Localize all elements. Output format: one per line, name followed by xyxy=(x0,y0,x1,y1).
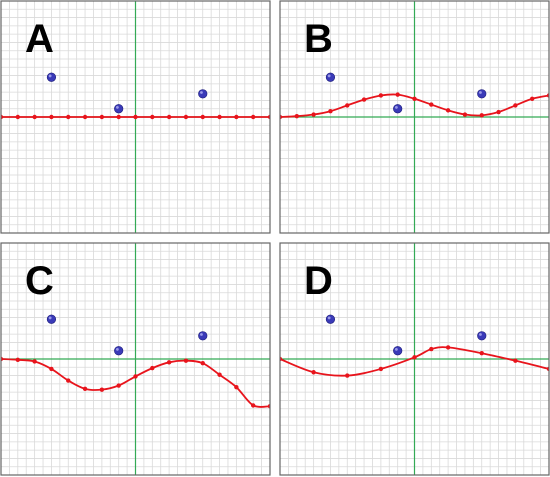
curve-sample-point xyxy=(529,96,535,101)
curve-sample-point xyxy=(445,345,451,350)
data-point-highlight xyxy=(479,91,482,94)
panel-frame xyxy=(279,242,550,476)
curve-sample-point xyxy=(361,97,367,102)
data-point-highlight xyxy=(115,106,119,109)
curve-sample-point xyxy=(328,109,333,114)
curve-sample-point xyxy=(234,384,239,390)
curve-sample-point xyxy=(479,113,484,118)
curve-sample-point xyxy=(311,112,316,117)
data-point-highlight xyxy=(200,91,203,94)
panel-label: D xyxy=(304,259,333,303)
curve-sample-point xyxy=(496,109,501,115)
curve-sample-point xyxy=(116,383,121,388)
curve-sample-point xyxy=(311,370,316,375)
curve-sample-point xyxy=(345,103,350,108)
curve-sample-point xyxy=(49,366,54,372)
data-point xyxy=(393,346,403,356)
panel-label: C xyxy=(25,259,54,303)
panel-b: B xyxy=(279,0,550,234)
fitted-curve xyxy=(280,346,549,377)
curve-sample-point xyxy=(429,102,434,107)
curve-sample-point xyxy=(32,114,37,120)
curve-sample-point xyxy=(183,358,189,363)
panel-c: C xyxy=(0,242,271,476)
curve-sample-point xyxy=(66,114,71,120)
curve-sample-point xyxy=(217,372,222,377)
curve-sample-point xyxy=(200,360,205,366)
curve-sample-point xyxy=(183,114,189,120)
curve-sample-point xyxy=(133,114,138,120)
data-point-highlight xyxy=(394,348,398,351)
curve-sample-point xyxy=(82,114,88,120)
panel-frame xyxy=(0,242,271,476)
data-point xyxy=(198,89,208,99)
curve-sample-point xyxy=(99,114,105,120)
data-point-highlight xyxy=(327,74,331,78)
data-point xyxy=(46,72,57,82)
curve-sample-point xyxy=(412,96,417,101)
curve-sample-point xyxy=(32,359,37,364)
data-point xyxy=(46,314,57,324)
data-point xyxy=(477,331,487,341)
data-point xyxy=(198,331,208,341)
curve-sample-point xyxy=(166,360,172,365)
panel-d: D xyxy=(279,242,550,476)
curve-sample-point xyxy=(99,387,105,392)
data-point-highlight xyxy=(115,348,119,351)
curve-sample-point xyxy=(166,114,172,120)
curve-sample-point xyxy=(116,114,121,120)
panel-frame xyxy=(279,0,550,234)
curve-sample-point xyxy=(15,114,21,120)
curve-sample-point xyxy=(479,351,484,356)
data-point-highlight xyxy=(327,316,331,320)
curve-sample-point xyxy=(395,92,400,97)
data-point xyxy=(114,346,124,356)
panel-frame xyxy=(0,0,271,234)
data-point xyxy=(114,104,124,114)
curve-sample-point xyxy=(412,355,417,360)
curve-sample-point xyxy=(378,366,384,372)
curve-sample-point xyxy=(200,114,205,120)
curve-sample-point xyxy=(513,103,518,108)
data-point-highlight xyxy=(200,333,203,336)
curve-sample-point xyxy=(15,357,21,363)
data-point xyxy=(325,314,336,324)
curve-sample-point xyxy=(250,114,256,120)
curve-sample-point xyxy=(150,365,155,371)
curve-sample-point xyxy=(66,378,71,383)
curve-sample-point xyxy=(429,346,434,352)
curve-sample-point xyxy=(234,114,239,120)
curve-sample-point xyxy=(82,386,88,392)
curve-sample-point xyxy=(445,108,451,113)
curve-sample-point xyxy=(150,114,155,120)
curve-sample-point xyxy=(345,373,350,378)
curve-sample-point xyxy=(462,112,468,117)
curve-sample-point xyxy=(513,358,518,363)
curve-sample-point xyxy=(217,114,222,120)
panel-label: A xyxy=(25,17,54,61)
data-point-highlight xyxy=(479,333,482,336)
curve-sample-point xyxy=(294,113,300,119)
curve-sample-point xyxy=(250,403,256,408)
curve-sample-point xyxy=(378,93,384,98)
data-point-highlight xyxy=(394,106,398,109)
curve-sample-point xyxy=(133,374,138,379)
data-point-highlight xyxy=(48,74,52,78)
data-point-highlight xyxy=(48,316,52,320)
curve-sample-point xyxy=(49,114,54,120)
panel-label: B xyxy=(304,17,333,61)
data-point xyxy=(325,72,336,82)
panel-a: A xyxy=(0,0,271,234)
data-point xyxy=(393,104,403,114)
data-point xyxy=(477,89,487,99)
